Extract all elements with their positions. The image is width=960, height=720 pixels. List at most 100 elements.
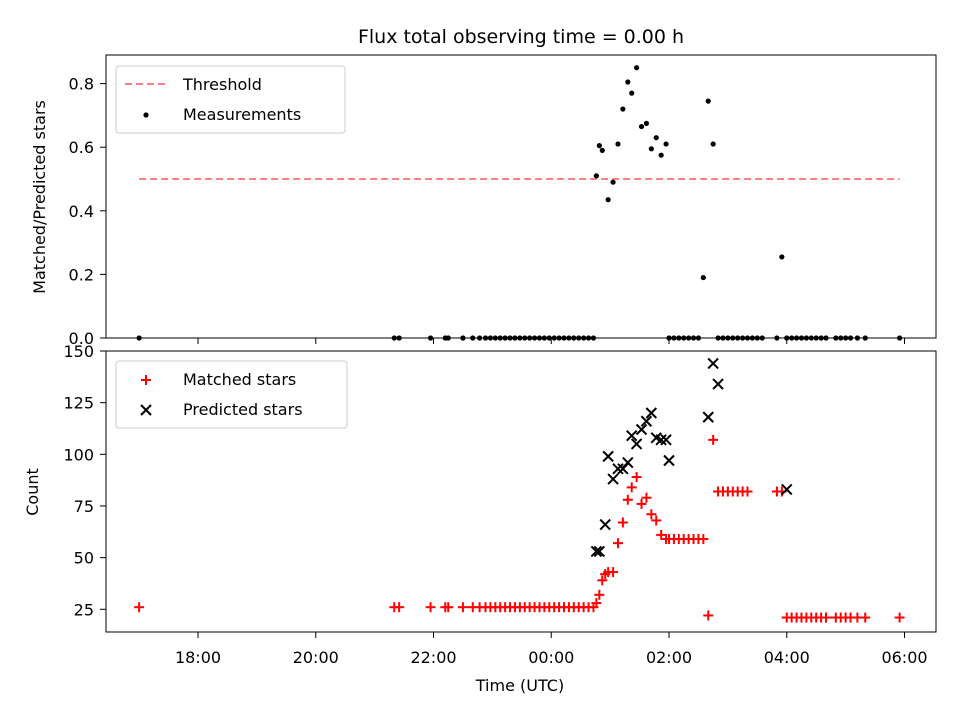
x-tick-label: 06:00 [881,648,927,667]
x-ticks: 18:00 20:00 22:00 00:00 02:00 04:00 06:00 [175,338,928,667]
top-y-tick-label: 0.0 [69,329,94,348]
top-y-tick-label: 0.8 [69,75,94,94]
matched-star-point [622,494,633,505]
x-tick-label: 00:00 [528,648,574,667]
measurement-point [653,135,659,141]
legend-predicted-label: Predicted stars [183,400,303,419]
matched-star-point [608,567,619,578]
matched-star-point [425,602,436,613]
x-tick-label: 20:00 [293,648,339,667]
measurement-point [625,79,631,85]
measurement-point [615,141,621,147]
x-tick-label: 18:00 [175,648,221,667]
top-y-axis-label: Matched/Predicted stars [30,100,49,294]
bottom-marks [134,357,905,623]
matched-star-point [443,602,454,613]
predicted-star-point [645,407,658,419]
predicted-star-point [593,545,606,558]
x-tick-label: 04:00 [764,648,810,667]
measurement-point [710,141,716,147]
top-y-tick-label: 0.2 [69,265,94,284]
bottom-y-ticks: 25 50 75 100 125 150 [63,342,106,619]
measurement-point [648,146,654,152]
matched-star-point [617,517,628,528]
measurement-point [605,197,611,203]
matched-star-point [860,612,871,623]
bottom-legend: Matched stars Predicted stars [115,360,348,429]
x-tick-label: 22:00 [410,648,456,667]
bottom-panel: 25 50 75 100 125 150 18:00 20:00 22:00 00:00 02:0… [23,338,937,695]
measurement-point [629,90,635,96]
matched-star-point [636,498,647,509]
bottom-y-tick-label: 25 [74,600,94,619]
bottom-axes-frame [105,350,937,633]
measurement-point [643,120,650,126]
measurement-point [620,106,626,112]
top-y-ticks: 0.0 0.2 0.4 0.6 0.8 [69,75,106,348]
measurement-point [700,274,706,281]
predicted-star-point [663,454,675,467]
matched-star-point [612,538,623,549]
measurement-point [599,147,605,153]
bottom-y-tick-label: 75 [74,497,94,516]
legend-measurements-swatch [143,112,149,118]
legend-plus-marker [141,375,151,385]
bottom-y-axis-label: Count [23,468,42,516]
matched-star-point [597,575,608,586]
predicted-star-point [612,463,624,475]
predicted-star-point [640,415,653,427]
chart-title: Flux total observing time = 0.00 h [358,26,684,48]
matched-star-point [626,482,637,493]
top-legend-box [115,65,346,134]
matched-star-point [394,602,405,613]
matched-star-point [894,612,905,623]
legend-threshold-label: Threshold [182,75,262,94]
matched-star-point [821,612,831,623]
matched-star-point [591,598,602,609]
top-y-tick-label: 0.4 [69,202,94,221]
x-axis-label: Time (UTC) [475,676,564,695]
measurement-point [658,152,664,158]
top-panel: 0.00.20.40.60.8 Matched/Predicted stars … [30,54,937,348]
matched-star-point [631,472,642,483]
predicted-star-point [655,434,667,446]
predicted-star-point [599,518,611,531]
matched-star-point [698,534,709,545]
top-y-tick-label: 0.6 [69,138,94,157]
bottom-y-tick-label: 100 [63,445,94,464]
legend-measurements-label: Measurements [183,105,301,124]
predicted-star-point [622,456,634,469]
matched-star-point [646,509,657,520]
predicted-star-point [626,430,638,442]
measurement-point [610,179,616,185]
predicted-star-point [607,473,619,485]
x-tick-label: 02:00 [646,648,692,667]
bottom-y-tick-label: 125 [63,394,94,413]
predicted-star-point [707,357,719,370]
matched-star-point [703,610,714,621]
matched-star-point [594,589,605,600]
predicted-star-point [702,411,714,423]
matched-star-point [134,602,145,613]
predicted-star-point [630,438,643,450]
predicted-star-point [781,483,793,496]
measurement-point [638,123,645,130]
legend-x-marker [140,404,152,416]
top-axes-frame [105,54,937,339]
predicted-star-point [590,545,603,558]
top-legend: Threshold Measurements [115,65,346,134]
matched-star-point [641,492,652,503]
measurement-point [634,65,640,71]
measurement-point [779,254,785,260]
bottom-y-tick-label: 150 [63,342,94,361]
measurement-point [593,173,599,179]
predicted-star-point [635,423,648,436]
matched-star-point [457,602,468,613]
predicted-star-point [602,450,614,463]
legend-matched-swatch [141,375,151,385]
legend-matched-label: Matched stars [183,370,296,389]
bottom-y-tick-label: 50 [74,549,94,568]
matched-star-point [708,434,719,445]
legend-predicted-swatch [140,404,152,416]
